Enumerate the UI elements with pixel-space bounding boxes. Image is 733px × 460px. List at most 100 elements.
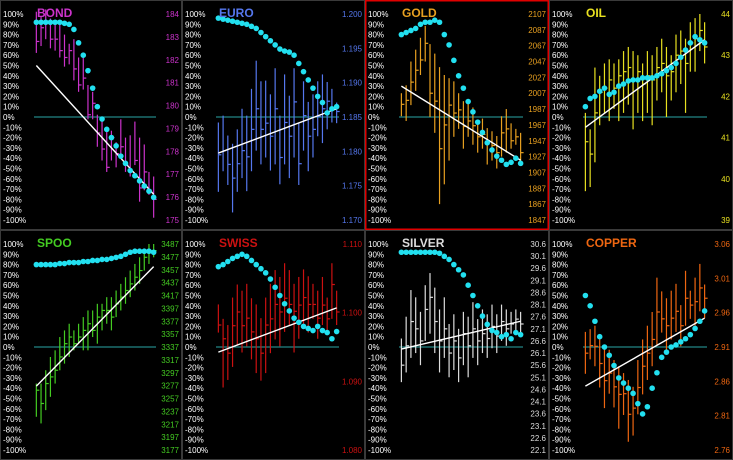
pct-tick-label: -90%: [185, 206, 204, 215]
price-tick-label: 3437: [161, 279, 179, 288]
consistency-dot: [239, 251, 245, 258]
consistency-dot: [281, 48, 288, 54]
pct-tick-label: 50%: [3, 62, 19, 71]
consistency-dot: [701, 308, 708, 314]
price-tick-label: 2.76: [714, 446, 730, 455]
pct-tick-label: 90%: [552, 20, 568, 29]
pct-tick-label: -80%: [368, 195, 387, 204]
price-tick-label: 29.1: [530, 276, 546, 285]
consistency-dot: [47, 19, 54, 26]
pct-tick-label: -30%: [3, 374, 22, 383]
pct-tick-label: 90%: [185, 250, 201, 259]
pct-tick-label: 70%: [3, 271, 19, 280]
consistency-dot: [122, 160, 129, 167]
pct-tick-label: 30%: [3, 82, 19, 91]
price-tick-label: 3317: [161, 356, 179, 365]
consistency-dot: [615, 83, 622, 89]
pct-tick-label: 20%: [185, 322, 201, 331]
pct-tick-label: -70%: [3, 185, 22, 194]
price-tick-label: 1.170: [342, 216, 363, 225]
price-tick-label: 2.86: [714, 377, 730, 386]
price-tick-label: 3377: [161, 317, 179, 326]
trend-line: [35, 65, 155, 195]
price-tick-label: 27.6: [530, 313, 546, 322]
consistency-dot: [615, 375, 622, 381]
pct-tick-label: -100%: [3, 446, 26, 455]
pct-tick-label: -80%: [185, 195, 204, 204]
price-tick-label: 1887: [528, 184, 546, 193]
price-tick-label: 40: [721, 175, 730, 184]
pct-tick-label: 0%: [185, 343, 197, 352]
consistency-dot: [408, 27, 414, 34]
consistency-dot: [436, 19, 443, 26]
consistency-dot: [701, 40, 708, 46]
consistency-dot: [103, 126, 110, 133]
consistency-dot: [692, 33, 698, 40]
consistency-dot: [630, 390, 636, 397]
pct-tick-label: -100%: [552, 446, 575, 455]
consistency-dot: [136, 178, 143, 184]
price-tick-label: 2047: [528, 58, 546, 67]
price-tick-label: 184: [166, 10, 180, 19]
pct-tick-label: 0%: [552, 343, 564, 352]
pct-tick-label: 60%: [185, 281, 201, 290]
pct-tick-label: 90%: [368, 20, 384, 29]
price-tick-label: 3177: [161, 446, 179, 455]
pct-tick-label: -50%: [552, 165, 571, 174]
pct-tick-label: 80%: [185, 31, 201, 40]
price-tick-label: 3.06: [714, 240, 730, 249]
pct-tick-label: 40%: [552, 72, 568, 81]
consistency-dot: [66, 259, 72, 266]
pct-tick-label: 10%: [185, 333, 201, 342]
pct-tick-label: 20%: [552, 92, 568, 101]
consistency-dot: [508, 335, 514, 342]
consistency-dot: [141, 183, 148, 189]
price-tick-label: 176: [166, 193, 180, 202]
pct-tick-label: 90%: [368, 250, 384, 259]
pct-tick-label: -100%: [185, 446, 208, 455]
consistency-dot: [508, 159, 514, 166]
price-tick-label: 23.1: [530, 422, 546, 431]
pct-tick-label: -100%: [552, 216, 575, 225]
pct-tick-label: -10%: [552, 123, 571, 132]
consistency-dot: [57, 260, 63, 267]
pct-tick-label: 50%: [368, 292, 384, 301]
price-tick-label: 28.1: [530, 301, 546, 310]
price-tick-label: 3477: [161, 253, 179, 262]
pct-tick-label: 90%: [3, 250, 19, 259]
consistency-dot: [314, 93, 321, 100]
pct-tick-label: 30%: [552, 82, 568, 91]
trend-line: [585, 317, 705, 387]
price-tick-label: 39: [721, 216, 730, 225]
pct-tick-label: 30%: [185, 82, 201, 91]
consistency-dot: [89, 257, 96, 264]
price-tick-label: 23.6: [530, 410, 546, 419]
consistency-dot: [52, 261, 58, 268]
pct-tick-label: -100%: [368, 216, 391, 225]
chart-title: OIL: [586, 6, 606, 20]
pct-tick-label: -30%: [368, 374, 387, 383]
price-tick-label: 27.1: [530, 325, 546, 334]
consistency-dot: [489, 327, 495, 334]
consistency-dot: [668, 64, 675, 71]
consistency-dot: [113, 143, 119, 149]
trend-line: [218, 108, 337, 154]
pct-tick-label: 60%: [368, 51, 384, 60]
pct-tick-label: -10%: [368, 123, 387, 132]
pct-tick-label: -60%: [3, 175, 22, 184]
consistency-dot: [498, 157, 505, 164]
pct-tick-label: -70%: [3, 415, 22, 424]
consistency-dot: [281, 300, 288, 307]
price-tick-label: 1.080: [342, 446, 363, 455]
pct-tick-label: -50%: [368, 165, 387, 174]
pct-tick-label: -20%: [368, 134, 387, 143]
consistency-dot: [99, 256, 105, 263]
consistency-dot: [663, 67, 670, 74]
consistency-dot: [412, 249, 419, 256]
consistency-dot: [141, 248, 148, 255]
consistency-dot: [611, 89, 617, 96]
pct-tick-label: -20%: [3, 364, 22, 373]
consistency-dot: [479, 129, 486, 136]
consistency-dot: [75, 259, 82, 266]
